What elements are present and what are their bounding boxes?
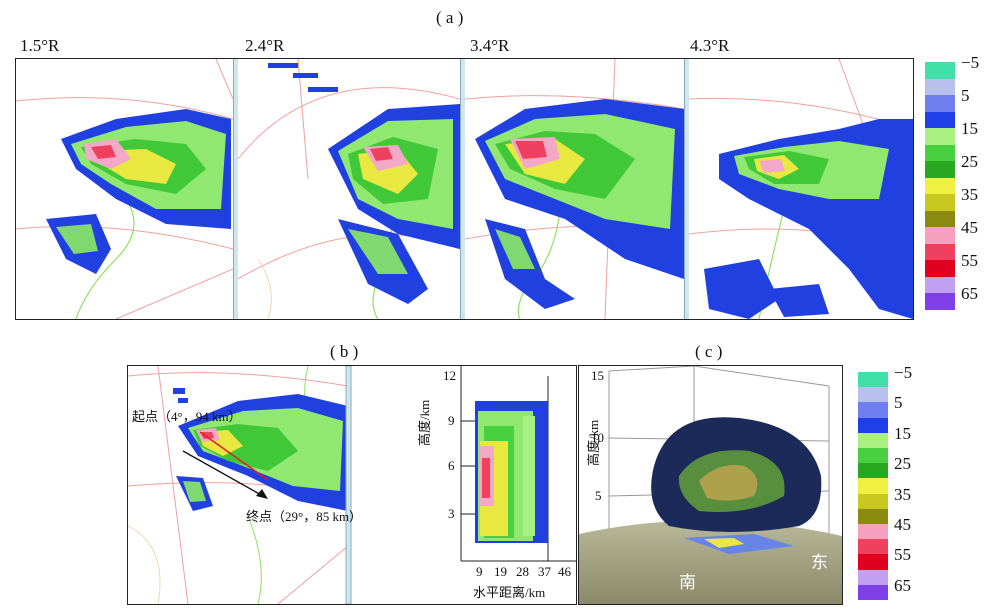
echo-blob-7 bbox=[719, 119, 913, 319]
panel-b-label: ( b ) bbox=[330, 342, 359, 361]
colorbar-a-swatch bbox=[925, 111, 955, 129]
3d-echo-volume bbox=[651, 417, 822, 554]
3d-ztick-5: 5 bbox=[595, 488, 602, 503]
panel-c-label: ( c ) bbox=[695, 342, 723, 361]
colorbar-a-tick: −5 bbox=[961, 53, 980, 72]
colorbar-a-swatch bbox=[925, 62, 955, 80]
section-xtick-37: 37 bbox=[538, 564, 551, 579]
colorbar-a-tick: 35 bbox=[961, 185, 978, 205]
start-point-label: 起点（4°，94 km） bbox=[132, 409, 242, 424]
colorbar-c-tick: 65 bbox=[894, 575, 911, 595]
elevation-label-1: 1.5°R bbox=[20, 36, 60, 55]
colorbar-c-tick: 45 bbox=[894, 515, 911, 534]
colorbar-a-swatch bbox=[925, 78, 955, 96]
ground-plane bbox=[579, 520, 842, 604]
3d-render-panel: 15 10 5 高度/km 南 东 bbox=[578, 365, 843, 605]
colorbar-a-swatch bbox=[925, 210, 955, 228]
ppi-map-3 bbox=[465, 59, 684, 319]
colorbar-a-swatch bbox=[925, 177, 955, 195]
colorbar-c-tick: −5 bbox=[894, 363, 913, 382]
colorbar-c-swatch bbox=[858, 402, 888, 419]
3d-ztick-15: 15 bbox=[591, 368, 604, 383]
echo-blob-2 bbox=[46, 214, 111, 274]
colorbar-a-swatch bbox=[925, 276, 955, 294]
east-label: 东 bbox=[811, 553, 828, 572]
vertical-section-plot bbox=[460, 366, 576, 562]
colorbar-c: −5 5 15 25 35 45 55 65 bbox=[858, 364, 938, 602]
colorbar-a-tick: 65 bbox=[961, 284, 978, 304]
colorbar-c-swatch bbox=[858, 569, 888, 586]
colorbar-a-swatch bbox=[925, 227, 955, 245]
colorbar-c-swatch bbox=[858, 478, 888, 495]
colorbar-a-swatch bbox=[925, 293, 955, 311]
ppi-map-b bbox=[128, 366, 349, 604]
colorbar-c-swatch bbox=[858, 417, 888, 434]
colorbar-a-tick: 45 bbox=[961, 218, 978, 238]
section-xtick-9: 9 bbox=[476, 564, 483, 579]
section-ylabel: 高度/km bbox=[417, 399, 432, 446]
section-ytick-9: 9 bbox=[448, 413, 455, 428]
colorbar-a-tick: 25 bbox=[961, 152, 978, 172]
colorbar-c-swatch bbox=[858, 387, 888, 403]
elevation-label-2: 2.4°R bbox=[245, 36, 285, 55]
colorbar-c-swatch bbox=[858, 524, 888, 540]
section-ytick-6: 6 bbox=[448, 458, 455, 473]
colorbar-c-swatch bbox=[858, 554, 888, 571]
3d-zlabel: 高度/km bbox=[586, 419, 601, 466]
echo-blob-3 bbox=[268, 63, 460, 249]
south-label: 南 bbox=[679, 573, 696, 592]
colorbar-c-tick: 5 bbox=[894, 393, 903, 413]
elevation-label-3: 3.4°R bbox=[470, 36, 510, 55]
colorbar-c-tick: 55 bbox=[894, 545, 911, 565]
section-xtick-46: 46 bbox=[558, 564, 571, 579]
ppi-map-4 bbox=[689, 59, 913, 319]
colorbar-a-tick: 55 bbox=[961, 251, 978, 271]
colorbar-c-swatch bbox=[858, 584, 888, 601]
echo-blob-5 bbox=[475, 99, 684, 279]
panel-a-label: ( a ) bbox=[436, 8, 464, 27]
section-xtick-19: 19 bbox=[494, 564, 507, 579]
ppi-map-1 bbox=[16, 59, 233, 319]
colorbar-a: −5 5 15 25 35 45 55 65 bbox=[925, 54, 995, 317]
echo-blob-6 bbox=[485, 219, 575, 309]
colorbar-a-swatch bbox=[925, 243, 955, 261]
colorbar-a-swatch bbox=[925, 260, 955, 278]
elevation-label-4: 4.3°R bbox=[690, 36, 730, 55]
colorbar-c-swatch bbox=[858, 432, 888, 449]
colorbar-c-swatch bbox=[858, 508, 888, 525]
section-ytick-3: 3 bbox=[448, 506, 455, 521]
section-xlabel: 水平距离/km bbox=[473, 585, 546, 600]
colorbar-a-swatch bbox=[925, 128, 955, 146]
colorbar-c-swatch bbox=[858, 372, 888, 388]
section-ytick-12: 12 bbox=[443, 368, 456, 383]
radar-ppi-panel bbox=[15, 58, 914, 320]
colorbar-c-swatch bbox=[858, 493, 888, 510]
3d-ztick-10: 10 bbox=[591, 430, 604, 445]
section-xtick-28: 28 bbox=[516, 564, 529, 579]
colorbar-c-swatch bbox=[858, 539, 888, 555]
colorbar-a-tick: 15 bbox=[961, 119, 978, 139]
colorbar-a-swatch bbox=[925, 95, 955, 113]
cross-section-panel: 起点（4°，94 km） 终点（29°，85 km） 12 9 6 3 高度/k… bbox=[127, 365, 577, 605]
colorbar-c-tick: 35 bbox=[894, 484, 911, 504]
colorbar-a-swatch bbox=[925, 161, 955, 179]
colorbar-a-swatch bbox=[925, 144, 955, 162]
colorbar-a-tick: 5 bbox=[961, 86, 970, 106]
end-point-label: 终点（29°，85 km） bbox=[246, 509, 363, 524]
colorbar-a-swatch bbox=[925, 194, 955, 212]
echo-blob-8 bbox=[704, 259, 829, 319]
colorbar-c-swatch bbox=[858, 448, 888, 464]
colorbar-c-tick: 15 bbox=[894, 423, 911, 443]
echo-blob-4 bbox=[338, 219, 428, 304]
colorbar-c-tick: 25 bbox=[894, 454, 911, 474]
colorbar-c-swatch bbox=[858, 463, 888, 479]
echo-blob-1 bbox=[61, 109, 231, 229]
ppi-map-2 bbox=[238, 59, 460, 319]
